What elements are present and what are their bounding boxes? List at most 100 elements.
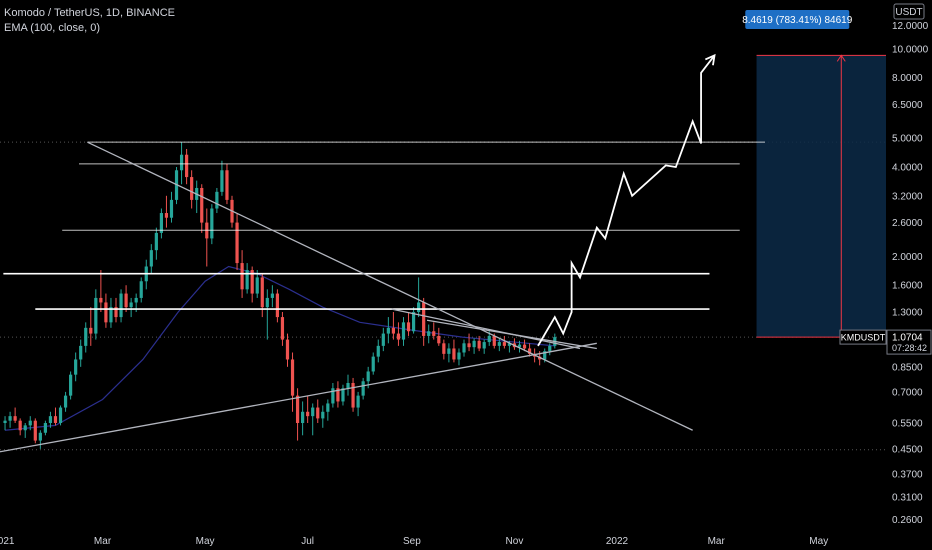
candle-7 <box>38 430 42 449</box>
candle-body <box>109 307 113 323</box>
candle-body <box>462 343 466 353</box>
candle-77 <box>391 312 396 340</box>
price-tick-label: 0.3100 <box>892 492 923 503</box>
price-tick-label: 3.2000 <box>892 191 923 202</box>
candle-body <box>119 293 123 318</box>
price-axis[interactable]: 12.0000 10.0000 8.0000 6.5000 5.0000 4.0000 3.… <box>892 21 929 526</box>
candle-body <box>290 359 295 396</box>
symbol-title: Komodo / TetherUS, 1D, BINANCE <box>4 7 175 19</box>
candle-43 <box>220 160 224 196</box>
candle-81 <box>411 307 416 334</box>
candle-68 <box>346 374 350 396</box>
candle-82 <box>417 277 421 318</box>
candle-body <box>43 423 47 433</box>
candle-body <box>406 322 411 332</box>
ticker-symbol: KMDUSDT <box>841 333 886 343</box>
candle-73 <box>371 352 375 375</box>
candle-body <box>124 293 128 308</box>
trend-lines-layer <box>0 141 693 453</box>
candle-22 <box>114 297 118 323</box>
candle-15 <box>79 339 83 367</box>
candle-21 <box>109 297 113 328</box>
time-tick-label: Sep <box>403 536 421 547</box>
candle-104 <box>527 343 532 357</box>
time-tick-label: May <box>196 536 215 547</box>
candle-44 <box>225 163 229 205</box>
candle-33 <box>169 191 174 223</box>
candle-84 <box>427 324 431 344</box>
price-tick-label: 12.0000 <box>892 21 929 32</box>
candle-body <box>225 170 229 200</box>
candle-4 <box>23 423 27 438</box>
candle-body <box>84 327 88 346</box>
candle-body <box>245 270 249 290</box>
candle-body <box>159 213 163 233</box>
candle-body <box>63 395 68 408</box>
candle-14 <box>74 352 78 382</box>
candle-body <box>99 297 103 303</box>
candle-body <box>301 411 305 424</box>
candle-1 <box>8 411 12 428</box>
candle-body <box>139 281 143 298</box>
candle-body <box>548 345 552 352</box>
candle-3 <box>18 418 22 436</box>
candle-37 <box>190 170 194 209</box>
candle-body <box>190 177 194 200</box>
horizontal-dotted-lines <box>0 141 886 451</box>
candle-78 <box>396 322 401 346</box>
candle-body <box>280 317 285 340</box>
candle-18 <box>94 289 98 340</box>
candle-body <box>129 302 133 308</box>
candle-body <box>48 416 53 424</box>
candle-body <box>149 250 153 267</box>
candle-body <box>452 348 456 360</box>
candle-56 <box>285 333 290 367</box>
candle-87 <box>442 339 446 360</box>
candle-80 <box>406 312 411 336</box>
candle-body <box>401 322 406 340</box>
candle-19 <box>99 270 103 313</box>
candle-body <box>467 343 471 348</box>
time-tick-label: 2021 <box>0 536 15 547</box>
candle-body <box>497 342 501 346</box>
candle-body <box>366 371 370 382</box>
time-tick-label: 2022 <box>606 536 629 547</box>
candle-body <box>235 222 239 264</box>
candle-body <box>336 388 340 402</box>
candle-101 <box>512 338 517 350</box>
candle-body <box>58 407 63 424</box>
candle-2 <box>13 407 17 424</box>
candle-71 <box>361 377 365 400</box>
candle-108 <box>548 343 552 356</box>
candle-39 <box>200 184 204 233</box>
candle-body <box>240 263 244 290</box>
candle-58 <box>295 388 300 441</box>
projection-box-layer <box>756 54 886 338</box>
candle-body <box>114 307 118 318</box>
candle-46 <box>235 213 239 271</box>
chart-header: Komodo / TetherUS, 1D, BINANCE EMA (100,… <box>4 6 175 36</box>
candle-79 <box>401 317 406 346</box>
candle-12 <box>63 391 68 412</box>
candle-body <box>417 302 421 313</box>
currency-button[interactable]: USDT <box>893 3 925 20</box>
candle-20 <box>104 293 108 328</box>
candle-49 <box>250 266 254 303</box>
candle-24 <box>124 285 128 313</box>
candle-54 <box>275 289 280 323</box>
candle-23 <box>119 289 123 323</box>
candle-50 <box>255 270 259 298</box>
candle-body <box>346 382 350 389</box>
price-tick-label: 0.2600 <box>892 515 923 526</box>
candle-body <box>396 333 401 340</box>
candle-103 <box>522 339 527 352</box>
candle-body <box>3 420 7 424</box>
time-axis[interactable]: 2021 Mar May Jul Sep Nov 2022 Mar May <box>0 536 828 547</box>
candle-90 <box>457 348 461 366</box>
time-tick-label: Nov <box>506 536 524 547</box>
candle-83 <box>422 297 426 346</box>
candle-0 <box>3 416 7 431</box>
candle-body <box>104 302 108 323</box>
candle-body <box>220 170 224 192</box>
